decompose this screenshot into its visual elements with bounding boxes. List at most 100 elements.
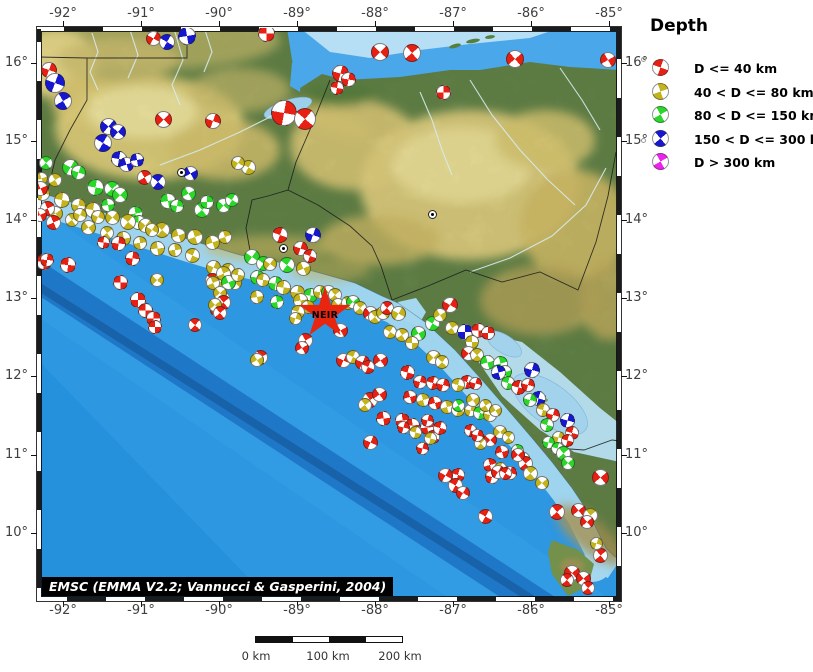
axis-tick (621, 297, 627, 299)
focal-mechanism-r (154, 110, 172, 128)
focal-mechanism-g (561, 456, 575, 470)
focal-mechanism-r (435, 84, 451, 100)
axis-tick (452, 21, 454, 27)
axis-tick (621, 375, 627, 377)
depth-legend: Depth D <= 40 km 40 < D <= 80 km 80 < D <=… (650, 16, 813, 170)
focal-mechanism-g (540, 418, 554, 432)
focal-mechanism-r (375, 410, 391, 426)
axis-label: 10° (4, 525, 28, 540)
gulf-of-fonseca (398, 298, 426, 326)
axis-tick (31, 532, 37, 534)
axis-label: 12° (4, 368, 28, 383)
focal-mechanism-y (91, 210, 105, 224)
focal-mechanism-r (399, 364, 415, 380)
focal-mechanism-r (361, 360, 375, 374)
focal-mechanism-r (581, 581, 595, 595)
focal-mechanism-r (110, 235, 126, 251)
legend-entry-label: 150 < D <= 300 km (694, 131, 813, 147)
city-marker (427, 209, 437, 219)
focal-mechanism-r (112, 274, 128, 290)
city-marker (176, 167, 186, 177)
focal-mechanism-g (170, 199, 184, 213)
axis-tick (374, 601, 376, 607)
focal-mechanism-g (225, 193, 239, 207)
axis-tick (31, 219, 37, 221)
axis-tick (31, 62, 37, 64)
legend-entry-label: 40 < D <= 80 km (694, 84, 813, 100)
focal-mechanism-g (451, 398, 465, 412)
axis-tick (31, 375, 37, 377)
focal-mechanism-y (104, 209, 120, 225)
focal-mechanism-r (45, 214, 61, 230)
focal-mechanism-r (470, 428, 484, 442)
focal-mechanism-b (490, 364, 506, 380)
axis-label: -86° (517, 6, 545, 21)
focal-mechanism-y (187, 229, 203, 245)
focal-mechanism-r (456, 486, 470, 500)
focal-mechanism-r (294, 108, 316, 130)
axis-tick (621, 140, 627, 142)
focal-mechanism-r (498, 466, 512, 480)
focal-mechanism-y (250, 353, 264, 367)
focal-mechanism-r (60, 257, 76, 273)
scale-bar-label: 100 km (306, 649, 350, 663)
focal-mechanism-r (477, 508, 493, 524)
focal-mechanism-b (54, 92, 72, 110)
focal-mechanism-r (468, 376, 482, 390)
focal-mechanism-r (580, 515, 594, 529)
focal-mechanism-b (94, 134, 112, 152)
focal-mechanism-r (481, 326, 495, 340)
focal-mechanism-y (48, 173, 62, 187)
focal-mechanism-r (560, 573, 574, 587)
axis-label: 10° (625, 525, 649, 540)
focal-mechanism-g (39, 156, 53, 170)
focal-mechanism-y (263, 257, 277, 271)
small-circle-marker (640, 137, 646, 143)
focal-mechanism-y (275, 279, 291, 295)
focal-mechanism-r (437, 467, 453, 483)
focal-mechanism-r (213, 306, 227, 320)
axis-label: -92° (49, 603, 77, 618)
axis-tick (296, 601, 298, 607)
focal-mechanism-y (423, 431, 437, 445)
focal-mechanism-b (130, 153, 144, 167)
focal-mechanism-r (442, 297, 458, 313)
focal-mechanism-y (218, 230, 232, 244)
focal-mechanism-y (288, 311, 302, 325)
country-borders (38, 30, 620, 451)
axis-label: -91° (127, 603, 155, 618)
focal-mechanism-b (45, 73, 65, 93)
focal-mechanism-r (295, 341, 309, 355)
legend-beachball-icon (652, 153, 669, 170)
legend-entry-label: 80 < D <= 150 km (694, 108, 813, 123)
focal-mechanism-y (145, 223, 159, 237)
focal-mechanism-r (591, 468, 609, 486)
focal-mechanism-y (168, 243, 182, 257)
focal-mechanism-y (408, 425, 422, 439)
focal-mechanism-y (150, 273, 164, 287)
scale-bar-segments (255, 636, 403, 643)
axis-label: -87° (439, 603, 467, 618)
axis-tick (62, 601, 64, 607)
focal-mechanism-g (70, 164, 86, 180)
focal-mechanism-y (451, 378, 465, 392)
axis-tick (296, 21, 298, 27)
axis-label: -88° (361, 6, 389, 21)
focal-mechanism-y (250, 290, 264, 304)
focal-mechanism-g (112, 187, 128, 203)
focal-mechanism-b (305, 227, 321, 243)
axis-label: -86° (517, 603, 545, 618)
focal-mechanism-y (405, 336, 419, 350)
focal-mechanism-r (403, 44, 421, 62)
focal-mechanism-r (371, 43, 389, 61)
axis-label: -85° (595, 6, 623, 21)
focal-mechanism-g (279, 257, 295, 273)
axis-tick (218, 601, 220, 607)
focal-mechanism-r (148, 320, 162, 334)
focal-mechanism-r (340, 71, 356, 87)
axis-label: 16° (4, 55, 28, 70)
focal-mechanism-r (96, 235, 110, 249)
focal-mechanism-r (40, 253, 54, 267)
focal-mechanism-r (188, 318, 202, 332)
city-marker (278, 243, 288, 253)
